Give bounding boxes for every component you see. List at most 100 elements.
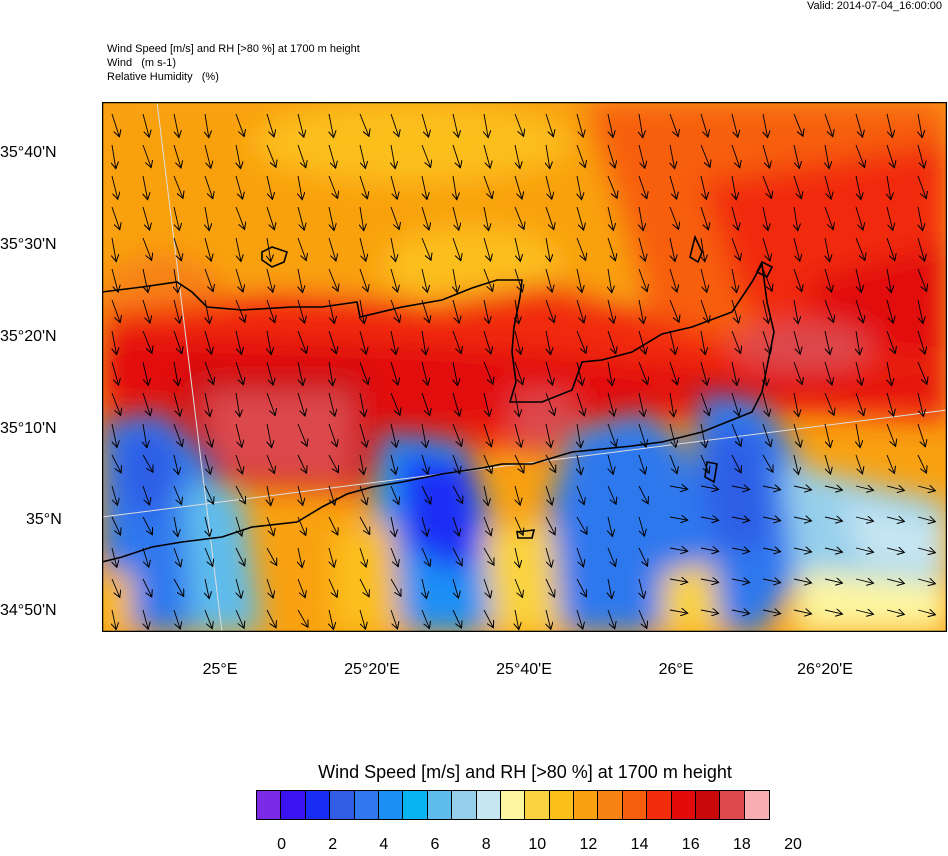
wind-arrow xyxy=(205,516,210,536)
wind-arrow xyxy=(452,113,458,137)
colorbar-tick-label: 6 xyxy=(430,836,440,853)
wind-arrow xyxy=(700,175,706,199)
wind-arrow xyxy=(639,113,643,138)
wind-arrow xyxy=(297,609,308,627)
wind-arrow xyxy=(731,486,750,490)
wind-arrow xyxy=(700,268,707,292)
wind-arrow xyxy=(514,206,524,229)
wind-arrow xyxy=(235,485,245,504)
lon-label-25-20: 25°20'E xyxy=(344,661,400,678)
wind-arrow xyxy=(236,392,240,417)
wind-arrow xyxy=(421,206,429,230)
wind-arrow xyxy=(731,361,737,386)
wind-arrow xyxy=(328,175,338,198)
wind-arrow xyxy=(607,144,615,168)
wind-arrow xyxy=(545,268,552,292)
wind-arrow xyxy=(483,144,490,168)
wind-arrow xyxy=(204,454,211,474)
wind-arrow xyxy=(390,113,399,137)
wind-arrow xyxy=(762,268,772,291)
wind-arrow xyxy=(390,268,398,292)
wind-arrow xyxy=(607,175,617,198)
wind-arrow xyxy=(576,144,585,168)
wind-arrow xyxy=(546,609,551,629)
colorbar-tick-label: 4 xyxy=(379,836,389,853)
wind-arrow xyxy=(359,516,370,535)
wind-arrow xyxy=(793,330,800,354)
lat-label-35-30: 35°30'N xyxy=(0,236,57,253)
wind-arrow xyxy=(886,517,904,522)
wind-arrow xyxy=(545,392,555,415)
wind-arrow xyxy=(607,237,615,261)
wind-arrow xyxy=(763,361,767,386)
wind-arrow xyxy=(545,175,552,199)
wind-arrow xyxy=(731,423,741,446)
colorbar-swatch xyxy=(281,791,306,819)
wind-arrow xyxy=(111,299,120,323)
wind-arrow xyxy=(577,175,582,200)
wind-arrow xyxy=(266,144,276,167)
wind-arrow xyxy=(360,392,365,417)
wind-arrow xyxy=(359,113,369,136)
wind-arrow xyxy=(204,175,213,199)
colorbar-swatch xyxy=(647,791,672,819)
wind-arrow xyxy=(886,206,893,230)
wind-arrow xyxy=(794,454,799,475)
wind-arrow xyxy=(545,485,552,505)
wind-arrow xyxy=(483,578,491,598)
wind-arrow xyxy=(111,392,121,415)
wind-arrow xyxy=(142,113,149,137)
wind-arrow xyxy=(639,206,643,231)
lon-label-26-20: 26°20'E xyxy=(797,661,853,678)
colorbar-tick-label: 0 xyxy=(277,836,287,853)
wind-arrow xyxy=(297,516,306,535)
wind-arrow xyxy=(111,454,121,473)
wind-arrow xyxy=(483,330,491,354)
wind-arrow xyxy=(483,516,491,536)
wind-arrow xyxy=(886,237,895,261)
colorbar-swatch xyxy=(378,791,404,819)
wind-arrow xyxy=(700,486,719,489)
colorbar-tick-label: 10 xyxy=(528,836,547,853)
wind-arrow xyxy=(763,113,768,138)
wind-arrow xyxy=(825,237,830,262)
wind-arrow xyxy=(514,330,521,354)
wind-arrow xyxy=(235,299,245,322)
wind-arrow xyxy=(328,578,337,597)
wind-arrow xyxy=(204,547,213,566)
wind-arrow xyxy=(142,547,149,567)
wind-arrow xyxy=(266,299,275,323)
wind-arrow xyxy=(669,175,677,199)
colorbar-tick-label: 8 xyxy=(481,836,491,853)
wind-arrow xyxy=(576,268,582,293)
wind-arrow xyxy=(266,206,274,230)
colorbar-swatch xyxy=(500,791,526,819)
colorbar-swatch xyxy=(452,791,477,819)
wind-arrow xyxy=(297,113,304,137)
wind-arrow xyxy=(267,423,272,448)
wind-arrow xyxy=(638,485,648,504)
wind-arrow xyxy=(855,268,861,292)
wind-arrow xyxy=(453,175,457,200)
wind-arrow xyxy=(174,361,178,386)
colorbar-tick-labels: 0 2 4 6 8 10 12 14 16 18 20 xyxy=(256,836,802,856)
subtitle-rh: Relative Humidity (%) xyxy=(107,71,219,83)
wind-arrow xyxy=(917,548,935,553)
wind-arrow xyxy=(298,268,303,293)
wind-arrow xyxy=(762,517,781,521)
wind-arrow xyxy=(204,237,211,261)
wind-arrow xyxy=(793,175,801,199)
wind-arrow xyxy=(638,175,647,199)
wind-arrow xyxy=(483,268,493,291)
wind-arrow xyxy=(794,299,798,324)
wind-arrow xyxy=(453,361,458,386)
wind-arrow xyxy=(824,330,830,355)
wind-arrow xyxy=(421,144,431,167)
wind-arrow xyxy=(669,299,679,322)
wind-arrow xyxy=(607,299,614,323)
wind-arrow xyxy=(266,268,273,292)
wind-arrow xyxy=(917,144,924,168)
wind-arrow xyxy=(297,392,305,416)
wind-arrow xyxy=(669,486,688,489)
colorbar-swatch xyxy=(525,791,550,819)
